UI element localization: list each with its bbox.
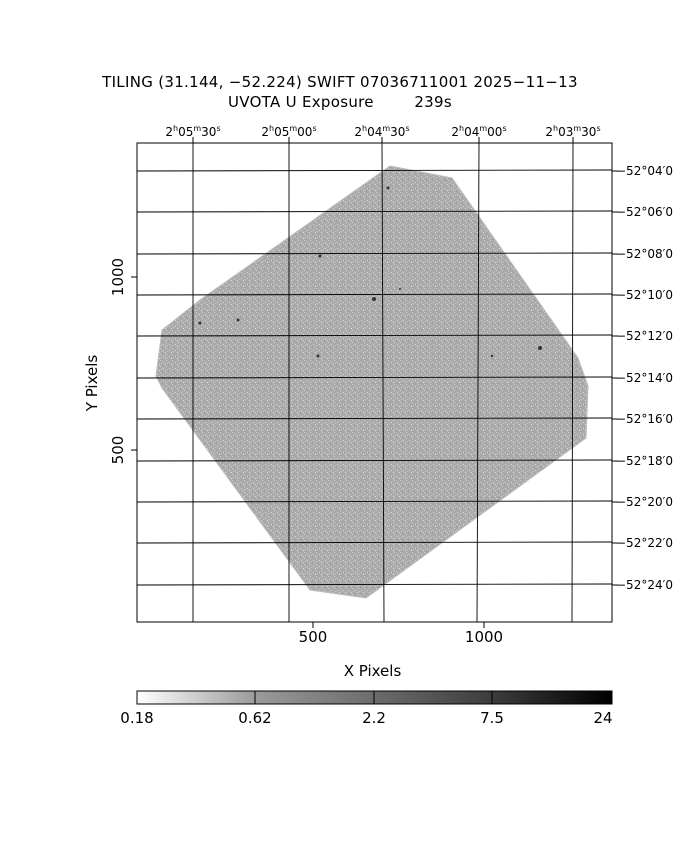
dec-label: −52°08′0 — [616, 247, 673, 261]
dec-label: −52°22′0 — [616, 536, 673, 550]
ra-label: 2h04m00s — [451, 124, 507, 139]
colorbar-tick-label: 0.18 — [120, 709, 154, 727]
x-axis-label: X Pixels — [343, 662, 402, 680]
x-tick-label: 1000 — [464, 628, 504, 646]
axis-ticks — [131, 137, 618, 628]
dec-label: −52°04′0 — [616, 164, 673, 178]
colorbar-ticks — [254, 691, 493, 704]
colorbar-tick-label: 7.5 — [480, 709, 504, 727]
colorbar-tick-label: 24 — [593, 709, 613, 727]
y-tick-label: 1000 — [109, 257, 127, 297]
dec-label: −52°06′0 — [616, 205, 673, 219]
dec-label: −52°18′0 — [616, 454, 673, 468]
source-points — [198, 186, 542, 358]
y-tick-label: 500 — [109, 435, 127, 465]
ra-label: 2h05m30s — [165, 124, 221, 139]
ra-label: 2h03m30s — [545, 124, 601, 139]
plot-title-line2: UVOTA U Exposure 239s — [228, 93, 452, 111]
exposure-footprint — [155, 165, 589, 599]
plot-frame — [136, 142, 613, 623]
dec-label: −52°16′0 — [616, 412, 673, 426]
dec-label: −52°12′0 — [616, 329, 673, 343]
dec-label: −52°24′0 — [616, 578, 673, 592]
dec-label: −52°14′0 — [616, 371, 673, 385]
dec-label: −52°10′0 — [616, 288, 673, 302]
dec-label: −52°20′0 — [616, 495, 673, 509]
ra-label: 2h05m00s — [261, 124, 317, 139]
ra-label: 2h04m30s — [354, 124, 410, 139]
colorbar-tick-label: 2.2 — [362, 709, 386, 727]
x-tick-label: 500 — [298, 628, 328, 646]
plot-title-line1: TILING (31.144, −52.224) SWIFT 070367110… — [102, 73, 578, 91]
colorbar-tick-label: 0.62 — [238, 709, 272, 727]
coordinate-grid — [136, 142, 613, 623]
y-axis-label: Y Pixels — [83, 354, 101, 412]
